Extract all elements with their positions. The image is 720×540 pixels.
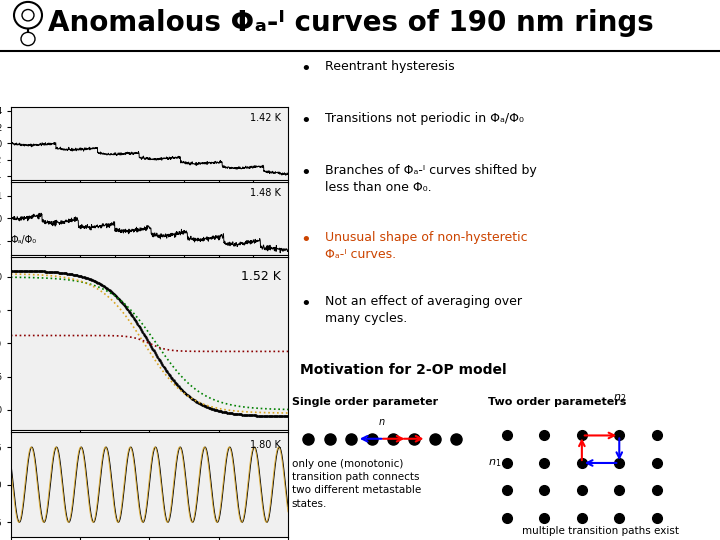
Text: Not an effect of averaging over
many cycles.: Not an effect of averaging over many cyc… — [325, 295, 522, 325]
Text: Two order parameters: Two order parameters — [488, 397, 626, 407]
Text: Reentrant hysteresis: Reentrant hysteresis — [325, 60, 455, 73]
Text: Anomalous Φₐ-ᴵ curves of 190 nm rings: Anomalous Φₐ-ᴵ curves of 190 nm rings — [48, 9, 654, 37]
Text: •: • — [300, 231, 311, 249]
Text: Motivation for 2-OP model: Motivation for 2-OP model — [300, 363, 507, 377]
Text: 1.80 K: 1.80 K — [250, 440, 281, 449]
Text: Φₐ/Φ₀: Φₐ/Φ₀ — [11, 235, 37, 245]
Text: Transitions not periodic in Φₐ/Φ₀: Transitions not periodic in Φₐ/Φ₀ — [325, 112, 524, 125]
Text: •: • — [300, 112, 311, 130]
Text: Single order parameter: Single order parameter — [292, 397, 438, 407]
Text: $n_2$: $n_2$ — [613, 392, 626, 403]
Text: n: n — [379, 416, 385, 427]
Text: 1.48 K: 1.48 K — [250, 188, 281, 198]
Text: only one (monotonic)
transition path connects
two different metastable
states.: only one (monotonic) transition path con… — [292, 459, 421, 509]
Text: Unusual shape of non-hysteretic
Φₐ-ᴵ curves.: Unusual shape of non-hysteretic Φₐ-ᴵ cur… — [325, 231, 528, 261]
Text: •: • — [300, 60, 311, 78]
Text: •: • — [300, 164, 311, 182]
Text: 1.42 K: 1.42 K — [250, 112, 281, 123]
Text: •: • — [300, 295, 311, 313]
Text: Branches of Φₐ-ᴵ curves shifted by
less than one Φ₀.: Branches of Φₐ-ᴵ curves shifted by less … — [325, 164, 537, 194]
Text: multiple transition paths exist: multiple transition paths exist — [522, 526, 679, 536]
Text: $n_1$: $n_1$ — [488, 457, 502, 469]
Text: 1.52 K: 1.52 K — [241, 271, 281, 284]
